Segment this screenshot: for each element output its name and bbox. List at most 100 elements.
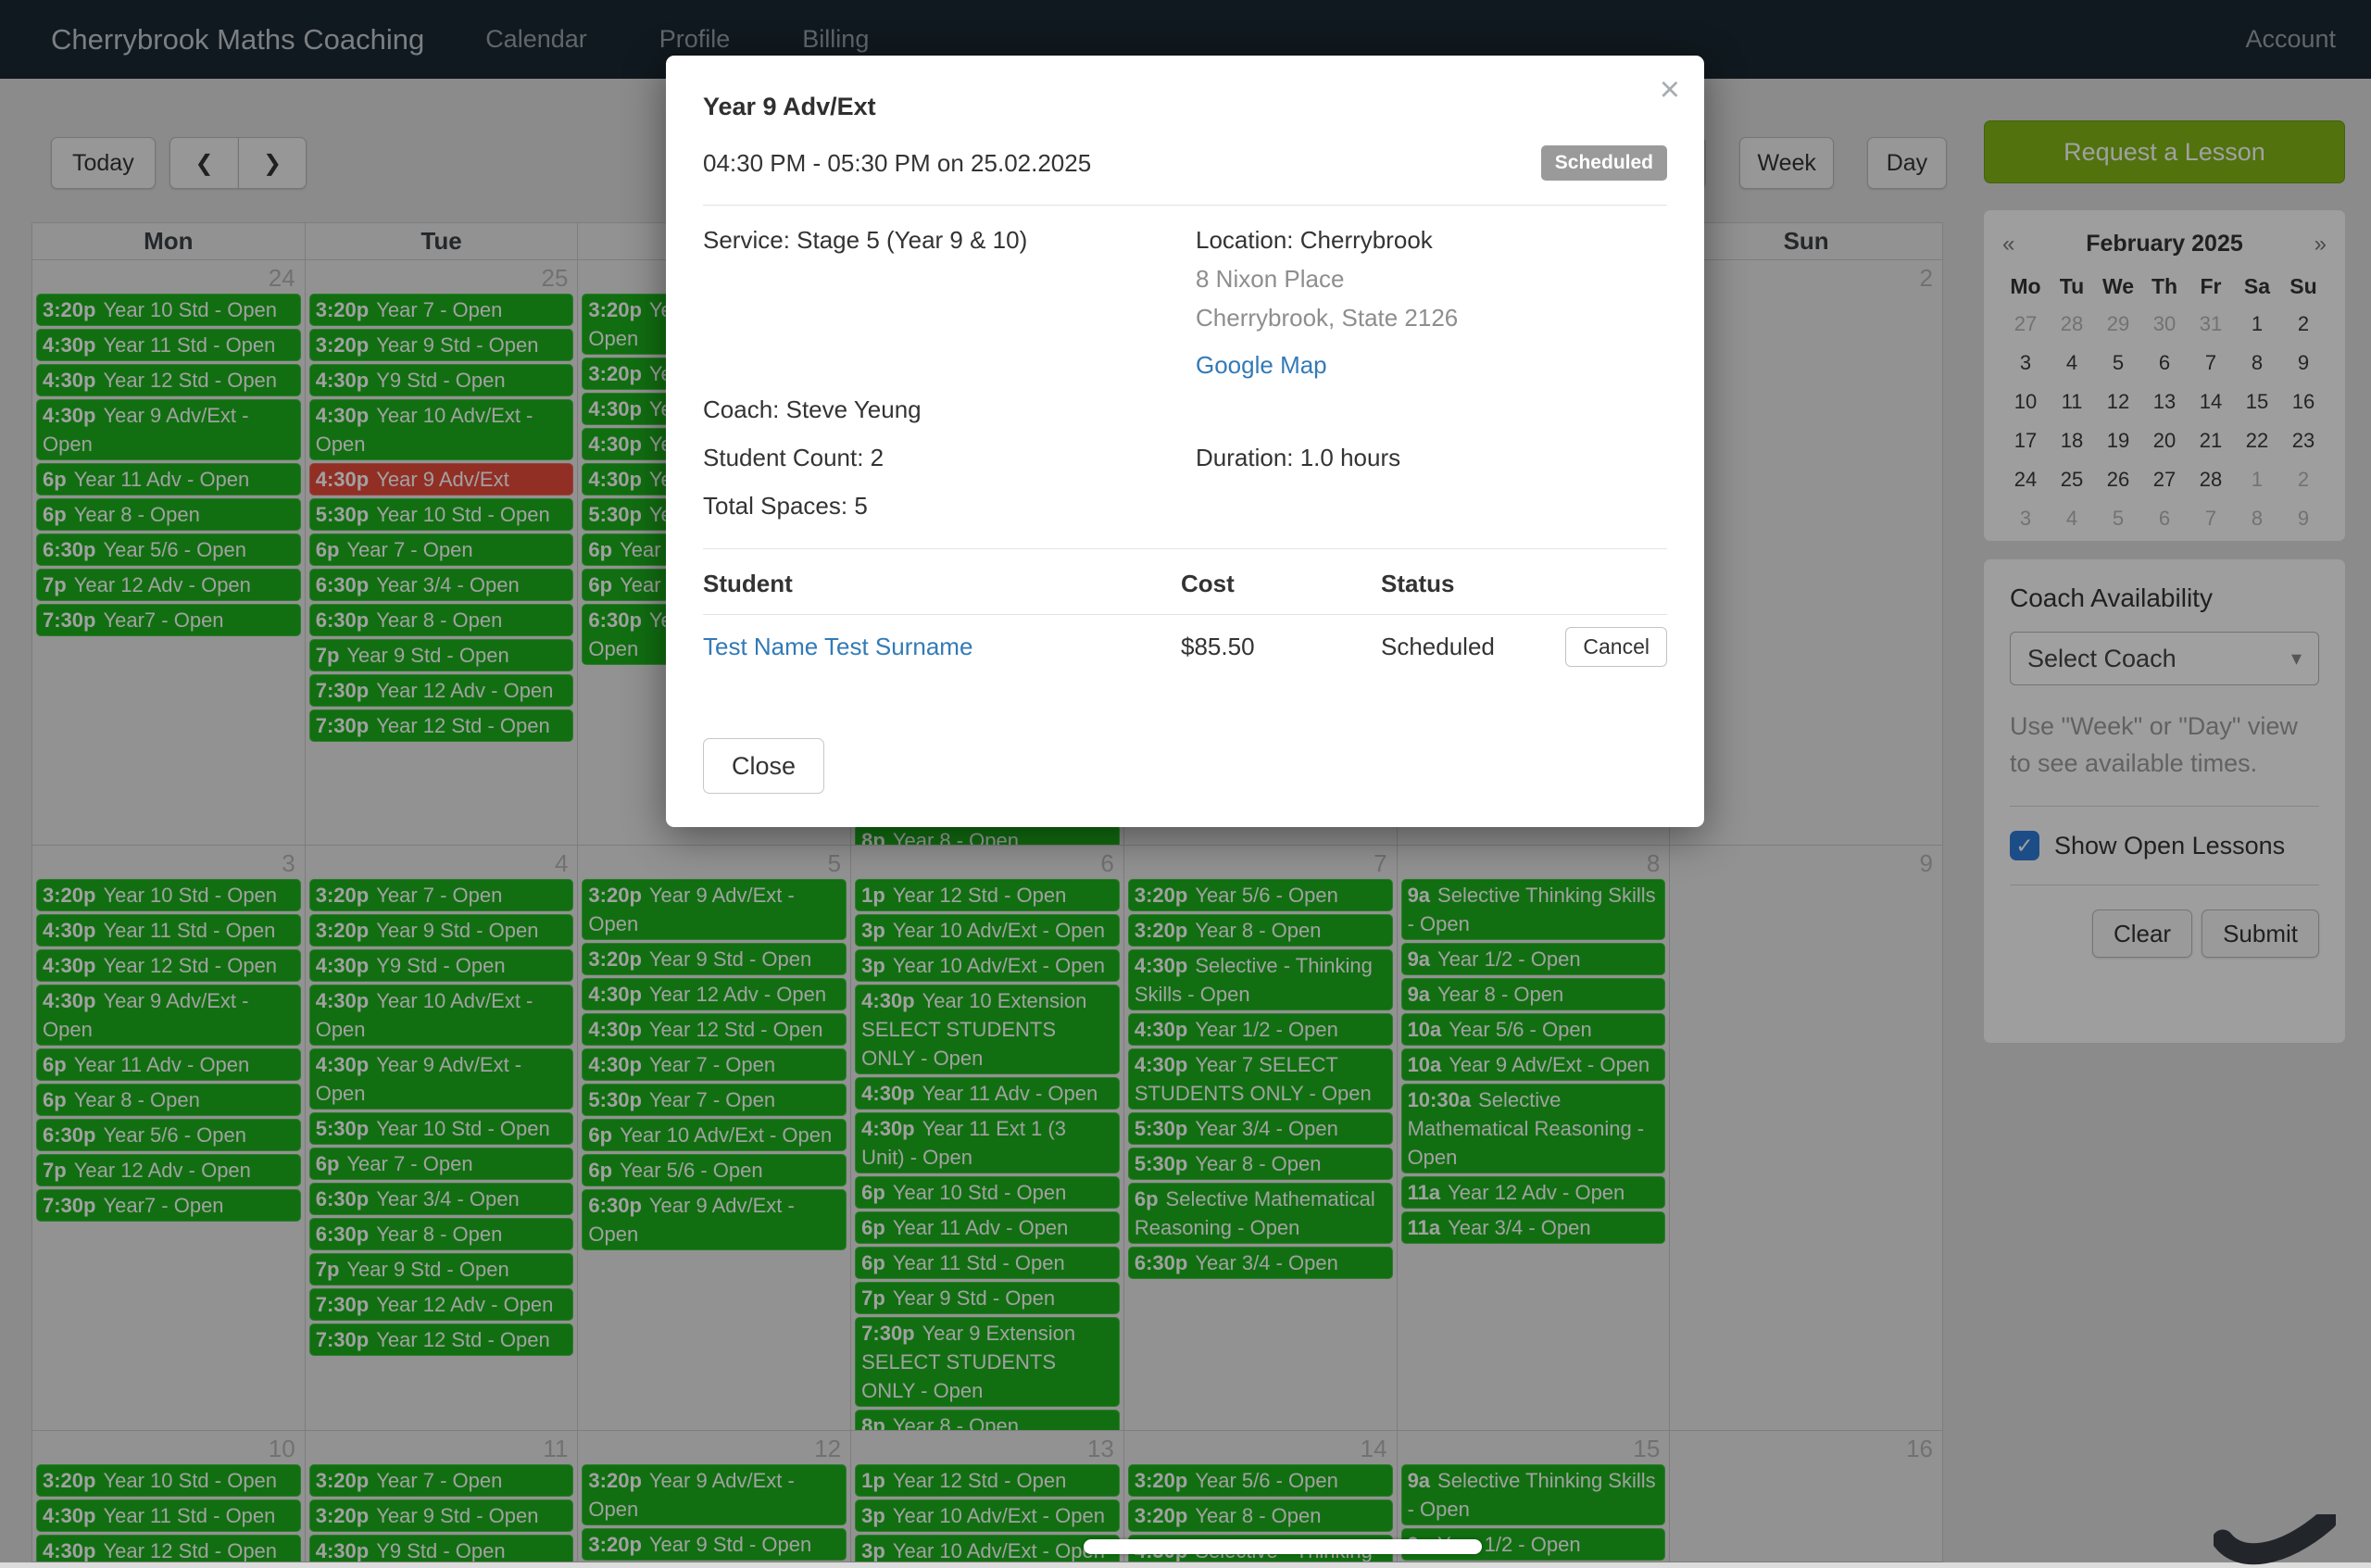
calendar-event[interactable]: 6:30p Year 5/6 - Open (36, 1119, 301, 1151)
calendar-event[interactable]: 7:30p Year7 - Open (36, 604, 301, 636)
mini-calendar-day[interactable]: 19 (2106, 429, 2130, 452)
calendar-event[interactable]: 5:30p Year 10 Std - Open (308, 498, 574, 531)
calendar-event[interactable]: 6:30p Year 8 - Open (308, 604, 574, 636)
nav-link-profile[interactable]: Profile (659, 25, 731, 53)
calendar-day-cell[interactable]: 24 3:20p Year 10 Std - Open 4:30p Year 11 St… (32, 260, 306, 846)
calendar-day-cell[interactable]: 2 (1670, 260, 1943, 846)
calendar-day-cell[interactable]: 7 3:20p Year 5/6 - Open 3:20p Year 8 - Open 4… (1123, 846, 1398, 1431)
calendar-event[interactable]: 7:30p Year 12 Std - Open (308, 709, 574, 742)
calendar-event[interactable]: 6p Year 8 - Open (36, 498, 301, 531)
calendar-day-cell[interactable]: 4 3:20p Year 7 - Open 3:20p Year 9 Std - Ope… (305, 846, 579, 1431)
mini-calendar-day[interactable]: 15 (2245, 390, 2269, 413)
submit-button[interactable]: Submit (2202, 909, 2319, 958)
calendar-event[interactable]: 3:20p Year 7 - Open (308, 294, 574, 326)
view-button-week[interactable]: Week (1739, 137, 1834, 189)
calendar-event[interactable]: 4:30p Year 11 Std - Open (36, 914, 301, 947)
mini-calendar-day[interactable]: 2 (2297, 312, 2310, 335)
calendar-event[interactable]: 7p Year 12 Adv - Open (36, 569, 301, 601)
calendar-event[interactable]: 6p Year 7 - Open (308, 533, 574, 566)
mini-calendar-day[interactable]: 22 (2245, 429, 2269, 452)
mini-calendar-day[interactable]: 6 (2158, 351, 2171, 374)
coach-select[interactable]: Select Coach ▾ (2010, 632, 2319, 685)
calendar-event[interactable]: 6p Year 8 - Open (36, 1084, 301, 1116)
nav-link-billing[interactable]: Billing (802, 25, 870, 53)
mini-calendar-day[interactable]: 28 (2199, 468, 2223, 491)
calendar-event[interactable]: 7:30p Year 12 Adv - Open (308, 674, 574, 707)
mini-calendar-day[interactable]: 10 (2013, 390, 2038, 413)
view-button-day[interactable]: Day (1866, 137, 1947, 189)
mini-calendar-day[interactable]: 9 (2297, 507, 2310, 530)
mini-calendar-day[interactable]: 5 (2112, 507, 2125, 530)
mini-calendar-day[interactable]: 23 (2291, 429, 2315, 452)
calendar-day-cell[interactable]: 11 3:20p Year 7 - Open 3:20p Year 9 Std - Op… (305, 1431, 579, 1562)
mini-calendar-day[interactable]: 24 (2013, 468, 2038, 491)
calendar-event[interactable]: 6:30p Year 8 - Open (308, 1218, 574, 1250)
calendar-day-cell[interactable]: 12 3:20p Year 9 Adv/Ext - Open 3:20p Year 9 … (578, 1431, 852, 1562)
mini-calendar-next-icon[interactable]: » (2314, 231, 2327, 257)
close-icon[interactable]: × (1659, 70, 1680, 109)
mini-calendar-day[interactable]: 1 (2251, 468, 2264, 491)
calendar-event[interactable]: 4:30p Year 11 Std - Open (36, 1499, 301, 1532)
mini-calendar-day[interactable]: 8 (2251, 351, 2264, 374)
mini-calendar-day[interactable]: 14 (2199, 390, 2223, 413)
calendar-event[interactable]: 3:20p Year 7 - Open (308, 1464, 574, 1497)
calendar-event[interactable]: 4:30p Year 9 Adv/Ext - Open (308, 1048, 574, 1110)
nav-link-calendar[interactable]: Calendar (485, 25, 587, 53)
mini-calendar-day[interactable]: 27 (2152, 468, 2177, 491)
show-open-lessons-checkbox[interactable]: ✓ (2010, 831, 2039, 860)
mini-calendar-day[interactable]: 13 (2152, 390, 2177, 413)
calendar-event[interactable]: 4:30p Year 10 Adv/Ext - Open (308, 399, 574, 460)
mini-calendar-day[interactable]: 5 (2112, 351, 2125, 374)
calendar-event[interactable]: 4:30p Year 9 Adv/Ext - Open (36, 399, 301, 460)
calendar-event[interactable]: 4:30p Year 11 Std - Open (36, 329, 301, 361)
chat-widget-icon[interactable] (2214, 1514, 2336, 1568)
calendar-event[interactable]: 7:30p Year 12 Adv - Open (308, 1288, 574, 1321)
calendar-event[interactable]: 3:20p Year 7 - Open (308, 879, 574, 911)
calendar-day-cell[interactable]: 9 (1670, 846, 1943, 1431)
close-button[interactable]: Close (703, 738, 825, 794)
calendar-event[interactable]: 8p Year 8 - Open (855, 1410, 1120, 1430)
mini-calendar-day[interactable]: 3 (2019, 507, 2032, 530)
mini-calendar-day[interactable]: 12 (2106, 390, 2130, 413)
calendar-event[interactable]: 4:30p Year 9 Adv/Ext - Open (36, 985, 301, 1046)
calendar-event[interactable]: 7:30p Year 12 Std - Open (308, 1323, 574, 1356)
mini-calendar-day[interactable]: 2 (2297, 468, 2310, 491)
calendar-event[interactable]: 3:20p Year 10 Std - Open (36, 879, 301, 911)
